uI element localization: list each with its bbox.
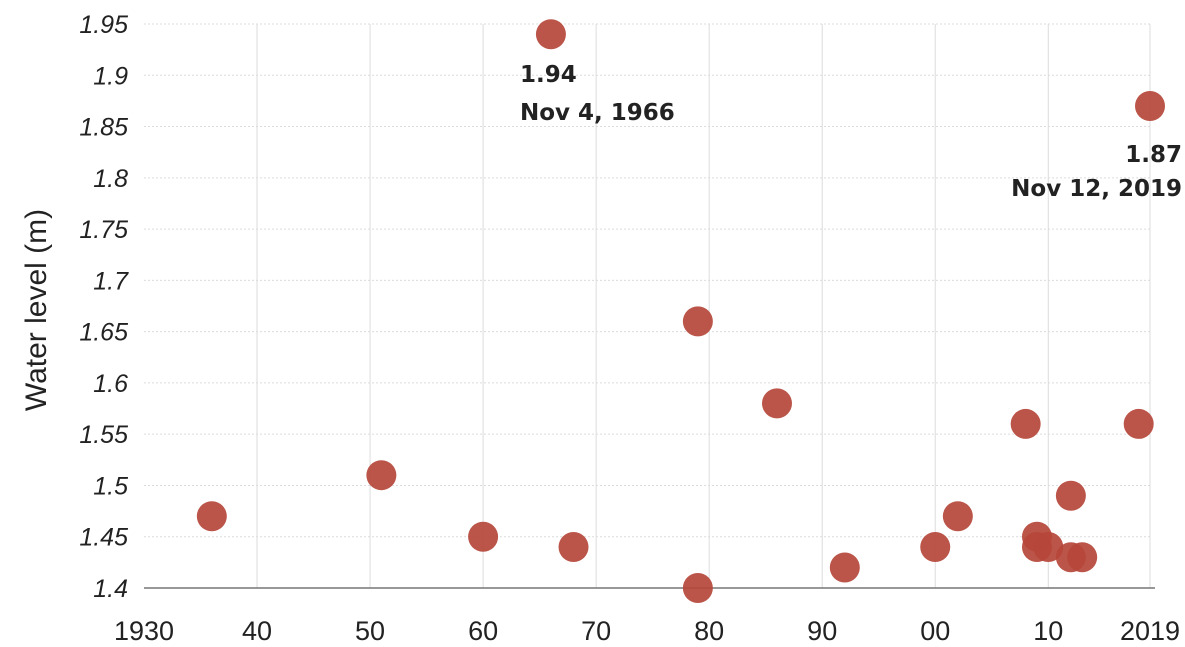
x-tick-label: 90	[807, 616, 837, 646]
grid	[144, 23, 1151, 588]
annotation-value: 1.94	[520, 62, 577, 88]
y-tick-label: 1.85	[79, 114, 128, 142]
y-axis-title: Water level (m)	[20, 209, 53, 411]
data-point	[761, 388, 792, 419]
data-point	[196, 501, 227, 532]
data-point	[535, 19, 566, 50]
data-point	[366, 460, 397, 491]
x-tick-label: 00	[920, 616, 950, 646]
data-point	[1033, 531, 1064, 562]
data-point	[1123, 408, 1154, 439]
x-tick-label: 40	[242, 616, 272, 646]
data-point	[1067, 542, 1098, 573]
data-point	[682, 306, 713, 337]
annotation-date: Nov 4, 1966	[520, 100, 675, 126]
y-tick-label: 1.45	[79, 524, 128, 552]
data-point	[942, 501, 973, 532]
y-tick-label: 1.4	[93, 575, 128, 603]
annotation-value: 1.87	[1125, 142, 1182, 168]
data-point	[1055, 480, 1086, 511]
data-point	[682, 573, 713, 603]
y-axis-ticks: 1.4 1.45 1.5 1.55 1.6 1.65 1.7 1.75 1.8 1.85 1.9 1.…	[79, 11, 129, 603]
data-point	[920, 531, 951, 562]
y-tick-label: 1.6	[93, 370, 128, 398]
annotation-max-2019: 1.87 Nov 12, 2019	[1011, 142, 1182, 202]
data-point	[468, 521, 499, 552]
y-tick-label: 1.75	[79, 216, 128, 244]
x-tick-label: 10	[1033, 616, 1063, 646]
x-tick-label: 60	[468, 616, 498, 646]
data-point	[558, 531, 589, 562]
y-tick-label: 1.9	[93, 62, 128, 90]
x-axis-ticks: 1930 40 50 60 70 80 90 00 10 2019	[114, 616, 1180, 646]
x-tick-label: 70	[581, 616, 611, 646]
y-tick-label: 1.65	[79, 319, 128, 347]
y-tick-label: 1.8	[93, 165, 128, 193]
x-tick-label: 50	[355, 616, 385, 646]
annotation-date: Nov 12, 2019	[1011, 176, 1182, 202]
annotation-max-1966: 1.94 Nov 4, 1966	[520, 62, 675, 126]
y-tick-label: 1.55	[79, 421, 128, 449]
y-tick-label: 1.7	[93, 267, 129, 295]
y-tick-label: 1.5	[93, 472, 128, 500]
data-point	[829, 552, 860, 583]
data-point	[1010, 408, 1041, 439]
y-tick-label: 1.95	[79, 11, 128, 39]
x-tick-label: 80	[694, 616, 724, 646]
x-tick-label: 1930	[114, 616, 174, 646]
x-tick-label: 2019	[1120, 616, 1180, 646]
data-points	[196, 19, 1165, 603]
data-point	[1135, 91, 1165, 122]
